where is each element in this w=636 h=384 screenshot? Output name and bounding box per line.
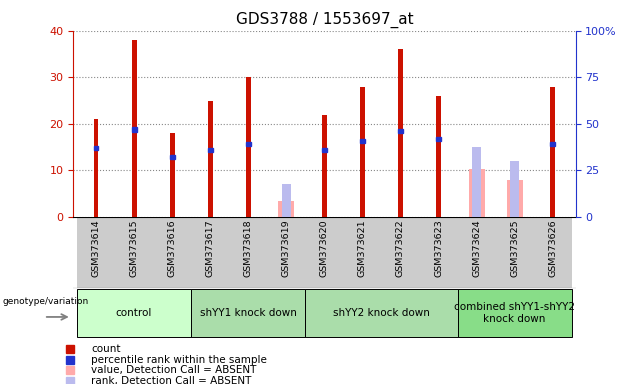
Text: GSM373622: GSM373622 [396,219,405,277]
Bar [436,137,441,141]
Text: GSM373615: GSM373615 [130,219,139,277]
Text: control: control [116,308,152,318]
Bar [245,142,251,146]
Text: GSM373626: GSM373626 [548,219,557,277]
Bar [457,289,572,337]
Title: GDS3788 / 1553697_at: GDS3788 / 1553697_at [235,12,413,28]
Text: count: count [91,344,121,354]
Bar [279,201,294,217]
Bar [420,217,457,288]
Text: GSM373625: GSM373625 [510,219,519,277]
Bar [305,217,343,288]
Bar [360,139,365,143]
Bar [93,146,99,150]
Bar [457,217,495,288]
Text: shYY2 knock down: shYY2 knock down [333,308,430,318]
Bar [398,50,403,217]
Text: GSM373614: GSM373614 [92,219,100,277]
Bar [472,147,481,217]
Text: GSM373620: GSM373620 [320,219,329,277]
Text: GSM373619: GSM373619 [282,219,291,277]
Bar [469,169,485,217]
Text: value, Detection Call = ABSENT: value, Detection Call = ABSENT [91,366,256,376]
Bar [77,217,115,288]
Bar [229,217,267,288]
Bar [534,217,572,288]
Text: GSM373616: GSM373616 [168,219,177,277]
Text: shYY1 knock down: shYY1 knock down [200,308,296,318]
Bar [305,289,457,337]
Bar [132,127,137,132]
Text: GSM373617: GSM373617 [205,219,215,277]
Bar [495,217,534,288]
Bar [360,87,365,217]
Bar [550,87,555,217]
Bar [170,133,174,217]
Bar [322,148,327,152]
Text: GSM373618: GSM373618 [244,219,252,277]
Text: GSM373624: GSM373624 [472,219,481,277]
Bar [153,217,191,288]
Bar [510,161,519,217]
Text: rank, Detection Call = ABSENT: rank, Detection Call = ABSENT [91,376,251,384]
Text: combined shYY1-shYY2
knock down: combined shYY1-shYY2 knock down [454,302,575,324]
Bar [436,96,441,217]
Bar [382,217,420,288]
Bar [191,217,229,288]
Bar [282,184,291,217]
Text: percentile rank within the sample: percentile rank within the sample [91,355,267,365]
Bar [115,217,153,288]
Bar [267,217,305,288]
Text: GSM373621: GSM373621 [358,219,367,277]
Bar [93,119,99,217]
Bar [322,114,327,217]
Bar [170,155,174,159]
Bar [132,40,137,217]
Bar [398,129,403,133]
Bar [208,148,212,152]
Bar [550,142,555,146]
Text: GSM373623: GSM373623 [434,219,443,277]
Bar [191,289,305,337]
Bar [507,180,523,217]
Bar [208,101,212,217]
Bar [77,289,191,337]
Bar [245,77,251,217]
Bar [343,217,382,288]
Text: genotype/variation: genotype/variation [2,298,88,306]
